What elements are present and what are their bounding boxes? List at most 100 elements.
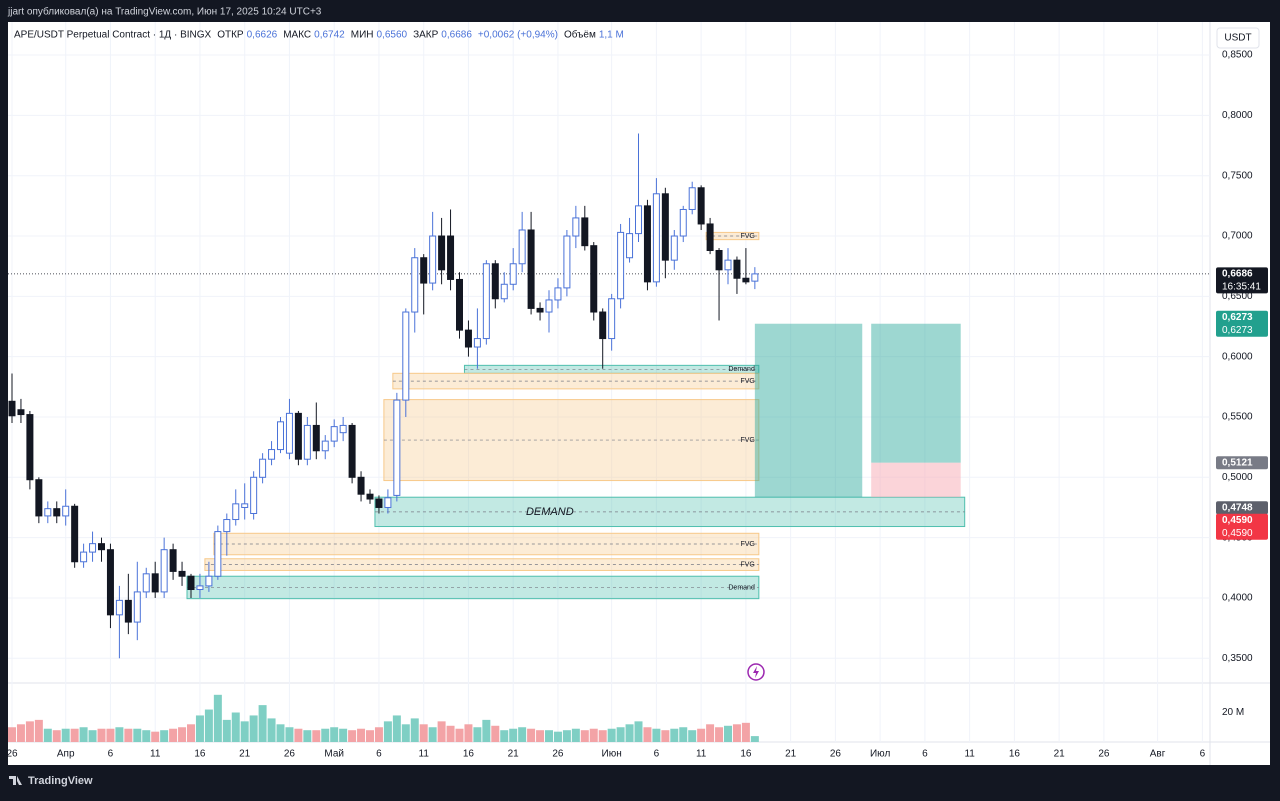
volume-bar [473,727,482,742]
candle-body [294,412,302,460]
candle-body [402,311,410,401]
volume-bar [79,727,88,742]
zone-label: Demand [728,366,755,373]
candle-body [339,424,347,434]
volume-bar [70,728,79,742]
candle-body [447,235,455,280]
price-label: 0,4590 [1222,515,1253,526]
volume-bar [562,730,571,742]
candle-body [518,229,526,265]
volume-bar [750,736,759,742]
price-label-box [1216,310,1268,337]
volume-bar [589,728,598,742]
candle-body [464,329,472,348]
candle-body [53,508,61,517]
volume-bar [187,724,195,742]
volume-bar [428,727,437,742]
published-line: jjart опубликовал(а) на TradingView.com,… [7,6,322,18]
candle-body [8,400,16,417]
volume-bar [34,719,43,742]
candle-body [652,193,660,283]
volume-bar [151,731,160,742]
stat-value: 0,6560 [376,30,407,41]
volume-bar [419,724,428,742]
candle-body [348,424,356,478]
x-tick-label: 6 [1200,749,1206,760]
candle-body [393,399,401,496]
candle-body [80,551,88,563]
stat-label: ОТКР [217,30,244,41]
volume-bar [706,724,715,742]
x-tick-label: 6 [654,749,660,760]
candle-body [366,493,374,500]
candle-body [26,414,34,481]
candle-body [187,575,195,591]
volume-bar [643,727,652,742]
currency-button[interactable] [1216,27,1260,49]
candle-body [321,440,329,452]
y-tick-label: 0,6000 [1222,351,1253,362]
candle-body [545,299,553,313]
volume-bar [88,730,97,742]
volume-bar [357,728,366,742]
volume-bar [616,727,625,742]
logo [9,776,22,785]
volume-bar [509,728,518,742]
change: +0,0062 (+0,94%) [478,30,558,41]
y-tick-label: 0,8500 [1222,50,1253,61]
y-tick-label: 0,5500 [1222,412,1253,423]
position-loss [871,462,961,498]
y-tick-label: 0,8000 [1222,110,1253,121]
candle-body [581,217,589,247]
candle-body [554,287,562,301]
volume-bar [732,724,741,742]
volume-bar [195,715,204,742]
candle-body [563,235,571,289]
volume-bar [294,728,303,742]
volume-bar [724,725,732,742]
volume-bar [661,730,670,742]
price-label: 0,4748 [1222,502,1253,513]
candle-body [456,278,463,331]
x-tick-label: Авг [1150,749,1166,760]
volume-bar [312,730,321,742]
candle-body [500,283,508,300]
volume-bar [321,728,330,742]
candle-body [751,273,759,282]
volume-bar [8,727,16,742]
x-tick-label: 6 [922,749,928,760]
volume-bar [249,715,258,742]
currency[interactable]: USDT [1224,33,1251,44]
stat-label: ЗАКР [413,30,439,41]
candle-body [706,223,714,251]
legend: APE/USDT Perpetual Contract · 1Д · BINGX… [14,29,624,41]
candle-body [35,479,43,517]
x-tick-label: 21 [785,749,797,760]
volume-bar [258,705,267,742]
brand: TradingView [28,775,93,787]
volume-bar [124,728,133,742]
zone-label: FVG [740,233,754,240]
candle-body [375,498,383,508]
volume-bar [652,728,661,742]
volume-bar [679,727,688,742]
candle-body [482,263,490,340]
candle-body [106,549,114,616]
zone-label: DEMAND [526,506,574,518]
price-label: 0,5121 [1222,457,1253,468]
candle-body [44,508,52,517]
price-label-box [1216,513,1268,540]
candle-body [697,187,705,225]
price-label: 0,6273 [1222,312,1253,323]
x-tick-label: 6 [376,749,382,760]
candle-body [205,575,213,587]
price-label-box [1216,501,1268,515]
volume-bar [169,728,178,742]
candle-body [617,231,625,300]
y-tick-label: 0,3500 [1222,653,1253,664]
x-tick-label: 11 [696,749,707,760]
x-tick-label: Май [324,749,344,760]
volume-bar [401,724,410,742]
candle-body [724,259,732,271]
